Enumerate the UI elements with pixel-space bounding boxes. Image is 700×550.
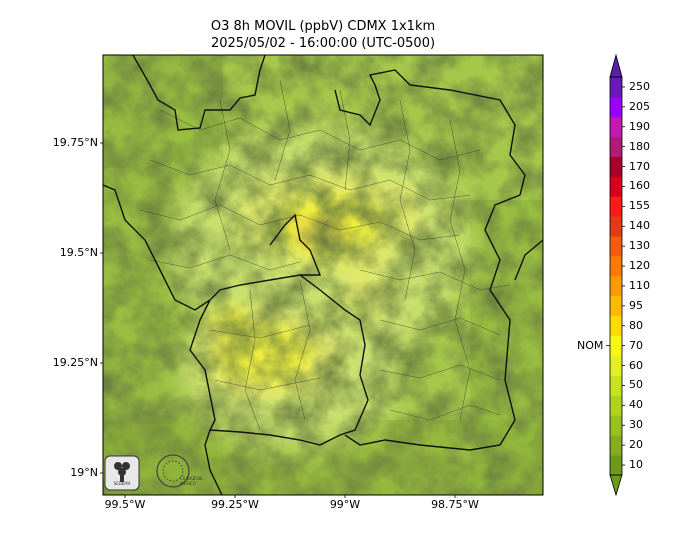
- lat-label-19: 19°N: [70, 466, 98, 479]
- colorbar-nom-label: NOM: [577, 338, 604, 352]
- colorbar-segment: [610, 116, 622, 137]
- colorbar-label: 10: [629, 458, 643, 472]
- axis-ticks: [100, 142, 456, 498]
- colorbar-segment: [610, 96, 622, 118]
- lat-label-195: 19.5°N: [59, 246, 98, 259]
- state-borders: [103, 55, 543, 495]
- sedema-logo: [104, 455, 140, 491]
- colorbar-segment: [610, 355, 622, 376]
- colorbar-label: 190: [629, 119, 650, 133]
- colorbar-segment: [610, 435, 622, 456]
- map-plot-area: [103, 55, 543, 495]
- colorbar-label: 20: [629, 438, 643, 452]
- colorbar-label: 160: [629, 179, 650, 193]
- colorbar-label: 140: [629, 219, 650, 233]
- colorbar-segment: [610, 455, 622, 476]
- colorbar-extend-high: [609, 53, 623, 78]
- colorbar-segment: [610, 276, 622, 297]
- colorbar-segment: [610, 375, 622, 396]
- colorbar-label: 250: [629, 79, 650, 93]
- colorbar-label: 50: [629, 378, 643, 392]
- colorbar-segment: [610, 256, 622, 277]
- colorbar-label: 130: [629, 239, 650, 253]
- colorbar-label: 180: [629, 139, 650, 153]
- colorbar-label: 40: [629, 398, 643, 412]
- colorbar-segment: [610, 77, 622, 98]
- colorbar-segment: [610, 176, 622, 197]
- colorbar-label: 95: [629, 298, 643, 312]
- lon-label-99: 99°W: [329, 498, 361, 511]
- colorbar-segment: [610, 395, 622, 416]
- map-subtitle: 2025/05/02 - 16:00:00 (UTC-0500): [210, 36, 436, 51]
- colorbar-segment: [610, 315, 622, 336]
- municipality-borders: [139, 79, 511, 431]
- colorbar-label: 30: [629, 418, 643, 432]
- colorbar-segment: [610, 136, 622, 157]
- lat-label-1975: 19.75°N: [52, 136, 98, 149]
- colorbar-label: 80: [629, 318, 643, 332]
- cdmx-logo-text: CIUDAD DE MÉXICO: [180, 476, 203, 486]
- lat-label-1925: 19.25°N: [52, 356, 98, 369]
- colorbar: [606, 53, 625, 497]
- colorbar-label: 120: [629, 259, 650, 273]
- cdmx-logo: [156, 454, 190, 488]
- map-title: O3 8h MOVIL (ppbV) CDMX 1x1km: [210, 19, 436, 34]
- colorbar-segment: [610, 156, 622, 177]
- colorbar-frame: [609, 76, 623, 476]
- colorbar-label: 155: [629, 199, 650, 213]
- colorbar-segment: [610, 335, 622, 356]
- lon-label-9925: 99.25°W: [211, 498, 259, 511]
- colorbar-label: 205: [629, 99, 650, 113]
- colorbar-label: 70: [629, 338, 643, 352]
- colorbar-label: 170: [629, 159, 650, 173]
- map-frame: [102, 54, 544, 496]
- lon-label-9875: 98.75°W: [431, 498, 479, 511]
- colorbar-label: 110: [629, 278, 650, 292]
- colorbar-segment: [610, 295, 622, 317]
- colorbar-segment: [610, 415, 622, 436]
- lon-label-995: 99.5°W: [104, 498, 146, 511]
- colorbar-label: 60: [629, 358, 643, 372]
- colorbar-extend-low: [609, 474, 623, 497]
- colorbar-segment: [610, 196, 622, 217]
- terrain-shading: [103, 55, 543, 495]
- colorbar-segment: [610, 216, 622, 237]
- sedema-logo-text: SEDEMA: [113, 481, 131, 486]
- colorbar-segment: [610, 236, 622, 257]
